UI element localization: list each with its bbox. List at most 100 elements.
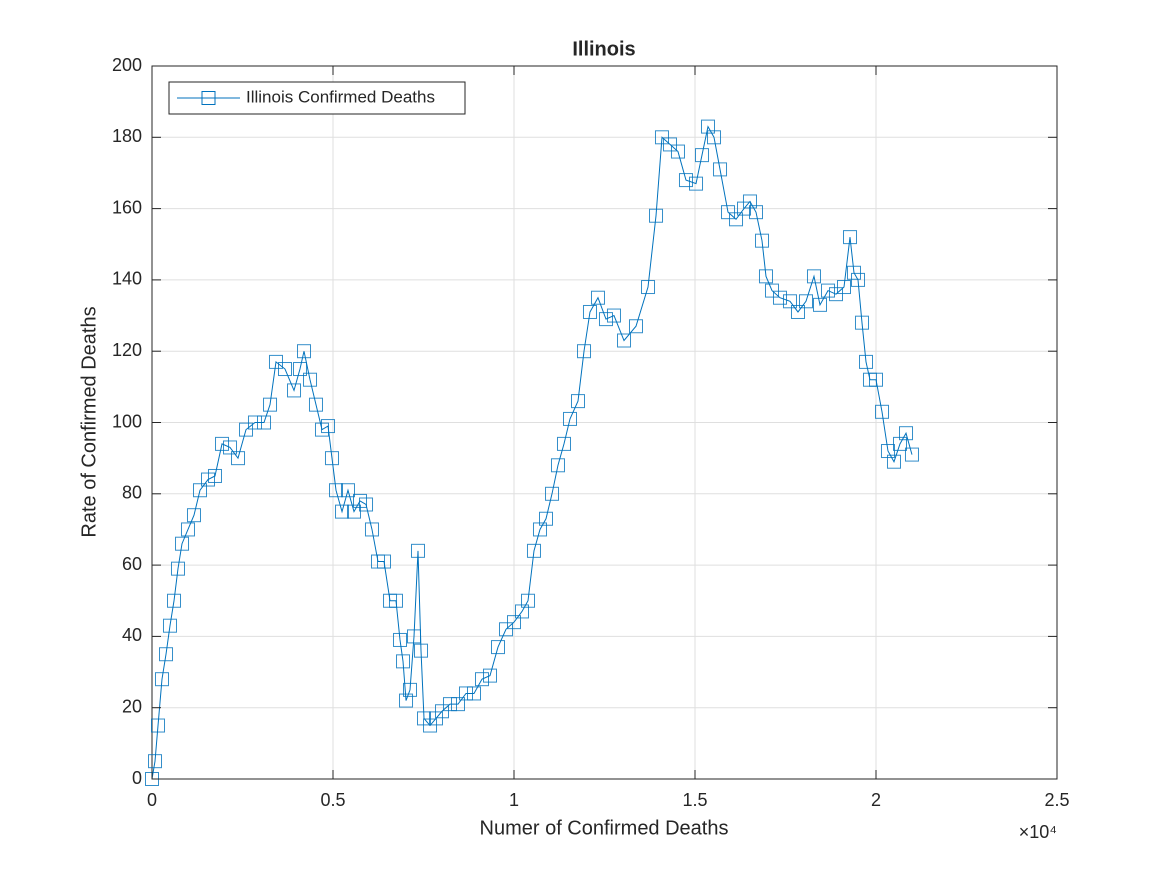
- data-marker: [247, 415, 262, 430]
- data-marker: [458, 686, 473, 701]
- data-marker: [507, 615, 521, 630]
- data-marker: [498, 622, 513, 637]
- chart-title: Illinois: [572, 38, 635, 60]
- data-marker: [162, 618, 177, 633]
- data-marker: [263, 397, 278, 412]
- data-marker: [598, 312, 613, 327]
- data-marker: [450, 697, 465, 712]
- data-marker: [297, 344, 312, 359]
- data-marker: [377, 554, 392, 569]
- data-marker: [904, 447, 919, 462]
- x-tick-label: 2: [871, 790, 881, 810]
- data-marker: [678, 173, 693, 188]
- data-marker: [694, 148, 709, 163]
- x-tick-label: 0.5: [320, 790, 345, 810]
- data-marker: [851, 272, 866, 287]
- y-tick-label: 60: [122, 554, 142, 574]
- data-marker: [556, 436, 571, 451]
- data-marker: [641, 280, 656, 295]
- data-marker: [526, 543, 541, 558]
- data-marker: [308, 397, 323, 412]
- data-marker: [582, 304, 597, 319]
- data-marker: [277, 362, 292, 377]
- data-marker: [393, 632, 408, 647]
- data-marker: [670, 144, 685, 159]
- data-marker: [292, 362, 307, 377]
- data-marker: [764, 283, 779, 298]
- data-marker: [474, 672, 489, 687]
- data-marker: [223, 440, 238, 455]
- data-marker: [268, 354, 283, 369]
- data-marker: [606, 308, 621, 323]
- data-marker: [490, 640, 505, 655]
- data-marker: [649, 208, 664, 223]
- data-marker: [550, 458, 565, 473]
- data-marker: [482, 668, 497, 683]
- data-marker: [748, 205, 763, 220]
- data-marker: [340, 483, 355, 498]
- data-marker: [423, 718, 438, 733]
- data-marker: [193, 483, 208, 498]
- data-marker: [396, 654, 411, 669]
- data-marker: [303, 372, 318, 387]
- data-marker: [335, 504, 350, 519]
- data-marker: [170, 561, 185, 576]
- legend-label: Illinois Confirmed Deaths: [246, 87, 435, 106]
- y-tick-label: 20: [122, 696, 142, 716]
- data-marker: [820, 283, 835, 298]
- y-tick-label: 80: [122, 483, 142, 503]
- data-marker: [180, 522, 195, 537]
- x-tick-label: 1: [509, 790, 519, 810]
- data-marker: [563, 411, 578, 426]
- y-tick-label: 120: [112, 340, 142, 360]
- data-marker: [215, 436, 230, 451]
- data-marker: [148, 754, 163, 769]
- data-marker: [410, 543, 425, 558]
- x-exponent-label: ×10⁴: [1019, 822, 1057, 842]
- data-marker: [364, 522, 379, 537]
- data-marker: [859, 354, 874, 369]
- data-marker: [175, 536, 190, 551]
- data-marker: [812, 297, 827, 312]
- y-tick-label: 40: [122, 625, 142, 645]
- y-tick-label: 140: [112, 269, 142, 289]
- data-marker: [721, 205, 736, 220]
- data-marker: [836, 280, 851, 295]
- data-marker: [414, 643, 429, 658]
- data-marker: [571, 394, 586, 409]
- data-marker: [324, 451, 339, 466]
- data-marker: [521, 593, 536, 608]
- y-tick-label: 100: [112, 411, 142, 431]
- data-marker: [782, 294, 797, 309]
- data-marker: [359, 497, 374, 512]
- y-axis-label: Rate of Confirmed Deaths: [78, 306, 100, 537]
- data-marker: [442, 697, 457, 712]
- legend: Illinois Confirmed Deaths: [168, 81, 466, 115]
- data-marker: [407, 629, 422, 644]
- data-marker: [755, 233, 770, 248]
- data-marker: [869, 372, 883, 387]
- data-marker: [737, 201, 752, 216]
- data-marker: [321, 419, 336, 434]
- data-marker: [434, 704, 449, 719]
- data-marker: [151, 718, 166, 733]
- data-marker: [577, 344, 592, 359]
- data-marker: [654, 130, 669, 145]
- x-tick-label: 0: [147, 790, 157, 810]
- data-marker: [590, 290, 605, 305]
- data-marker: [207, 468, 222, 483]
- x-axis-label: Numer of Confirmed Deaths: [480, 817, 729, 839]
- x-tick-label: 1.5: [682, 790, 707, 810]
- data-marker: [846, 265, 861, 280]
- y-tick-label: 0: [132, 768, 142, 788]
- data-marker: [257, 415, 272, 430]
- data-marker: [899, 426, 914, 441]
- data-marker: [689, 176, 704, 191]
- data-marker: [239, 422, 254, 437]
- data-marker: [806, 269, 821, 284]
- data-marker: [758, 269, 773, 284]
- data-marker: [154, 672, 169, 687]
- data-marker: [628, 319, 643, 334]
